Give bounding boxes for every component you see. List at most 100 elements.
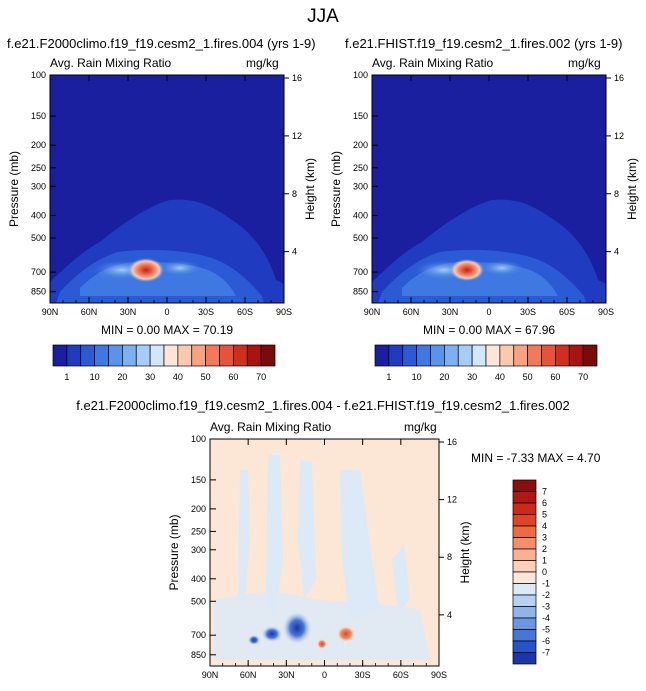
panel3-y-tick-label: 700: [191, 630, 206, 640]
panel3-cool-band-3: [298, 460, 316, 600]
panel3-y-tick-label: 200: [191, 504, 206, 514]
colorbar-left-swatch: [205, 344, 220, 367]
colorbar-diff-label: -7: [542, 648, 550, 658]
panel3-cool-spot-2: [262, 626, 282, 642]
panel1-y-tick-label: 200: [31, 140, 46, 150]
colorbar-diff-label: 0: [542, 567, 547, 577]
colorbar-right-label: 70: [578, 372, 588, 382]
colorbar-left-swatch: [246, 344, 262, 367]
panel2-left-label: Avg. Rain Mixing Ratio: [372, 56, 494, 70]
colorbar-right-label: 1: [386, 372, 391, 382]
panel1-x-tick-label: 60N: [81, 307, 98, 317]
panel1-y-tick-label: 500: [31, 233, 46, 243]
panel3-y-tick-label: 400: [191, 574, 206, 584]
panel1-y-tick-label: 300: [31, 181, 46, 191]
colorbar-diff-swatch: [512, 525, 537, 538]
colorbar-right-label: 40: [495, 372, 505, 382]
colorbar-diff-label: -6: [542, 636, 550, 646]
colorbar-left-label: 60: [228, 372, 238, 382]
panel3-left-label: Avg. Rain Mixing Ratio: [210, 420, 332, 434]
colorbar-diff-label: 7: [542, 487, 547, 497]
panel3-cool-band-4: [340, 470, 380, 620]
panel3-x-tick-label: 30N: [278, 670, 295, 680]
colorbar-left-swatch: [94, 344, 109, 367]
panel3-y-tick-label: 250: [191, 526, 206, 536]
colorbar-diff-swatch: [512, 491, 537, 504]
colorbar-left-label: 70: [256, 372, 266, 382]
colorbar-right-swatch: [430, 344, 445, 367]
panel2-y-tick-label: 500: [353, 233, 368, 243]
colorbar-diff-label: 1: [542, 556, 547, 566]
colorbar-right-swatch: [555, 344, 570, 367]
panel2-y-tick-label: 200: [353, 140, 368, 150]
colorbar-right-swatch: [582, 344, 598, 367]
colorbar-diff-swatch: [512, 606, 537, 619]
colorbar-diff-label: -3: [542, 602, 550, 612]
panel2-height-tick-label: 8: [614, 189, 619, 199]
panel2-title: f.e21.FHIST.f19_f19.cesm2_1.fires.002 (y…: [345, 36, 623, 51]
panel3-height-tick-label: 12: [447, 495, 457, 505]
panel1-x-tick-label: 90S: [276, 307, 292, 317]
colorbar-diff-swatch: [512, 514, 537, 527]
panel3-height-tick-label: 8: [447, 552, 452, 562]
colorbar-diff-label: 5: [542, 510, 547, 520]
colorbar-diff-label: 6: [542, 498, 547, 508]
panel1-x-tick-label: 0: [164, 307, 169, 317]
panel2-ylabel-right: Height (km): [625, 158, 639, 220]
panel3-x-tick-label: 90S: [431, 670, 447, 680]
panel3-cool-band-1: [238, 470, 250, 600]
colorbar-left-swatch: [233, 344, 248, 367]
panel1-y-tick-label: 100: [31, 70, 46, 80]
colorbar-left-swatch: [80, 344, 95, 367]
panel3-warm-spot-2: [317, 639, 327, 649]
panel3-cool-lower: [214, 592, 430, 660]
colorbar-left-label: 1: [64, 372, 69, 382]
colorbar-right-swatch: [541, 344, 556, 367]
panel3-x-tick-label: 0: [322, 670, 327, 680]
panel1-x-tick-label: 90N: [42, 307, 59, 317]
colorbar-right-label: 20: [439, 372, 449, 382]
panel1-light-blob-2: [158, 260, 202, 276]
colorbar-diff-swatch: [512, 502, 537, 515]
panel2-height-tick-label: 4: [614, 247, 619, 257]
panel3-y-tick-label: 150: [191, 475, 206, 485]
panel1-stats: MIN = 0.00 MAX = 70.19: [101, 323, 234, 337]
panel1-ylabel: Pressure (mb): [7, 151, 21, 227]
panel2-light-blob-2: [480, 260, 524, 276]
panel1-y-tick-label: 150: [31, 111, 46, 121]
colorbar-left-swatch: [260, 344, 276, 367]
panel3-title: f.e21.F2000climo.f19_f19.cesm2_1.fires.0…: [76, 398, 570, 413]
panel3-ylabel-right: Height (km): [458, 521, 472, 583]
panel2-x-tick-label: 60N: [403, 307, 420, 317]
panel2-height-tick-label: 12: [614, 131, 624, 141]
panel2-height-tick-label: 16: [614, 73, 624, 83]
colorbar-left-swatch: [66, 344, 82, 367]
panel1-y-tick-label: 700: [31, 267, 46, 277]
panel2-x-tick-label: 30N: [442, 307, 459, 317]
colorbar-right-swatch: [402, 344, 417, 367]
panel3-height-tick-label: 4: [447, 610, 452, 620]
colorbar-right-swatch: [444, 344, 459, 367]
colorbar-diff-swatch: [512, 571, 537, 584]
panel3-cool-spot-3: [248, 635, 260, 645]
panel2-y-tick-label: 150: [353, 111, 368, 121]
panel2-x-tick-label: 30S: [520, 307, 536, 317]
panel3-x-tick-label: 60S: [393, 670, 409, 680]
panel3-y-tick-label: 100: [191, 434, 206, 444]
panel2-unit-label: mg/kg: [568, 56, 601, 70]
panel2-x-tick-label: 60S: [559, 307, 575, 317]
colorbar-left-label: 40: [173, 372, 183, 382]
colorbar-left-swatch: [149, 344, 165, 367]
colorbar-diff-swatch: [512, 640, 537, 653]
colorbar-diff-swatch: [512, 617, 537, 630]
colorbar-left-swatch: [52, 344, 68, 367]
colorbar-left-label: 10: [90, 372, 100, 382]
colorbar-left-label: 20: [117, 372, 127, 382]
panel1-plot: [49, 74, 285, 304]
panel1-y-tick-label: 400: [31, 210, 46, 220]
panel1-height-tick-label: 16: [292, 73, 302, 83]
panel3-x-tick-label: 30S: [355, 670, 371, 680]
panel1-left-label: Avg. Rain Mixing Ratio: [50, 56, 172, 70]
colorbar-left-label: 30: [145, 372, 155, 382]
